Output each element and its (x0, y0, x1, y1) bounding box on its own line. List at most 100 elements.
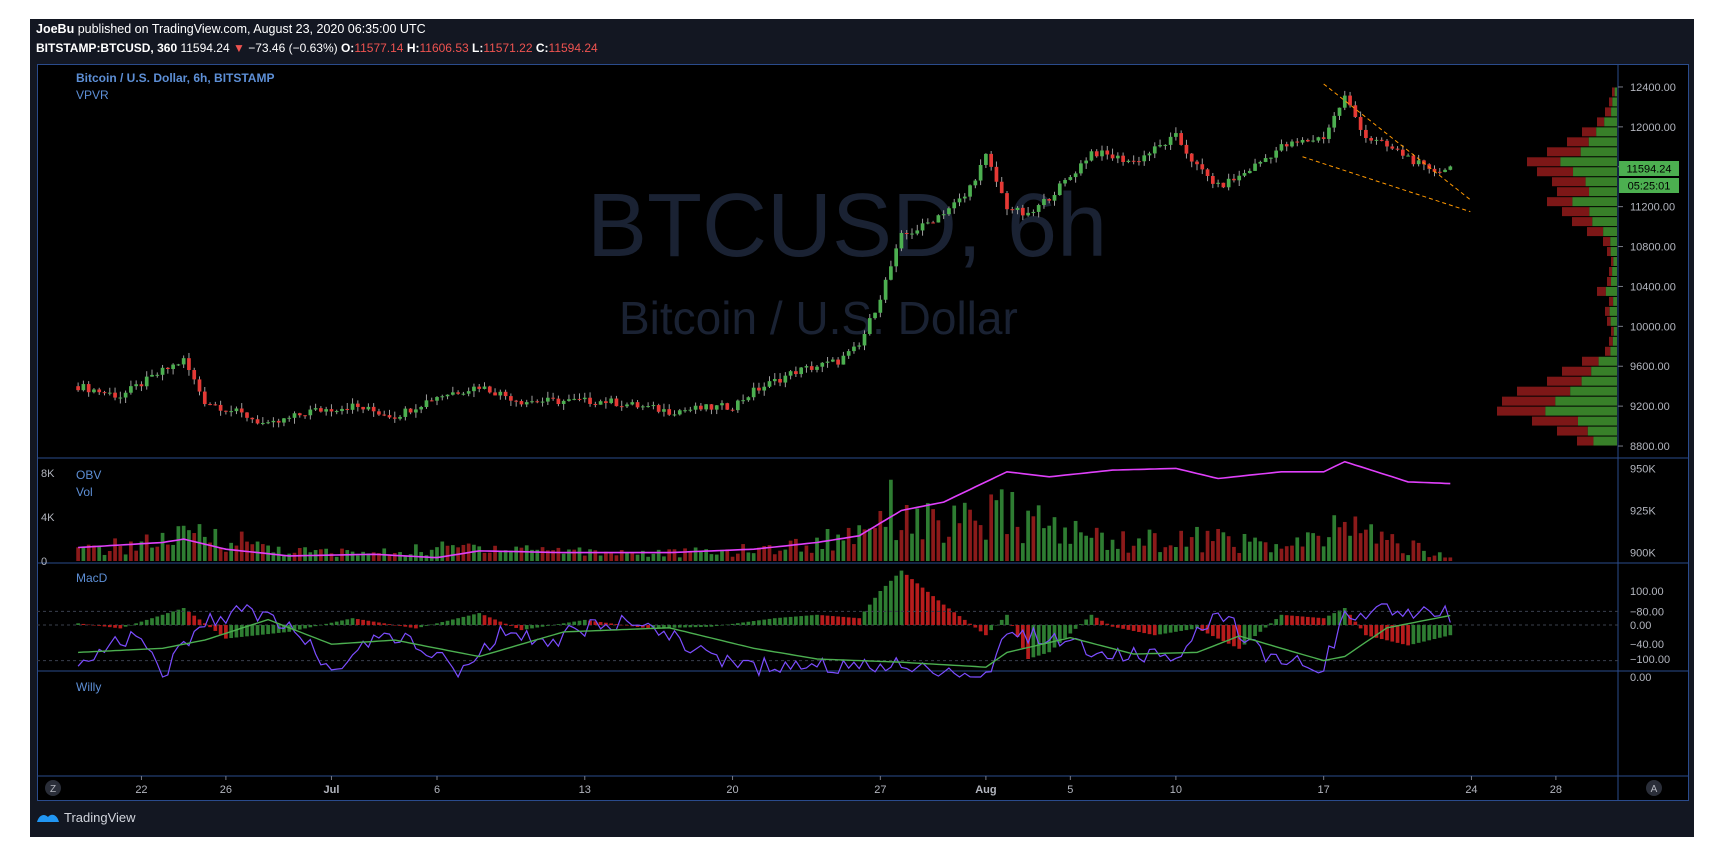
candle-body (1237, 175, 1242, 181)
candle-body (1348, 95, 1352, 106)
time-tick-label: 27 (874, 784, 886, 796)
candle-body (1448, 166, 1453, 170)
macd-histogram-bar (1279, 614, 1284, 625)
volume-bar (1369, 524, 1374, 561)
volume-bar (377, 553, 381, 561)
macd-label[interactable]: MacD (76, 571, 108, 585)
volume-bar (1263, 542, 1268, 561)
macd-histogram-bar (403, 625, 408, 627)
volume-bar (1221, 532, 1226, 561)
candle-body (1395, 148, 1400, 150)
macd-histogram-bar (450, 619, 455, 625)
volume-bar (984, 539, 988, 561)
time-tick-label: 6 (434, 784, 440, 796)
macd-histogram-bar (984, 625, 988, 636)
candle-body (757, 387, 761, 391)
volume-pane[interactable]: 8K 4K 0 950K 925K 900K (41, 460, 1656, 568)
volume-bar (936, 520, 941, 561)
macd-histogram-bar (1427, 625, 1432, 641)
candle-body (1089, 151, 1094, 161)
macd-histogram-bar (899, 570, 904, 625)
footer-brand[interactable]: TradingView (64, 810, 136, 825)
candle-body (102, 392, 107, 394)
candle-body (841, 355, 846, 365)
willy-pane[interactable]: 0.00 −40.00 −80.00 (37, 603, 1664, 684)
high-label: H: (406, 41, 420, 55)
vpvr-label[interactable]: VPVR (76, 88, 109, 102)
candle-body (883, 279, 888, 300)
macd-histogram-bar (329, 622, 334, 625)
volume-bar (1052, 517, 1057, 561)
volume-bar (1174, 547, 1178, 561)
willy-label[interactable]: Willy (76, 680, 101, 694)
candle-body (809, 366, 814, 370)
macd-histogram-bar (1126, 625, 1131, 630)
vpvr-bar-down (1557, 426, 1588, 436)
vpvr-bar-up (1587, 426, 1617, 436)
macd-histogram-bar (1269, 623, 1273, 625)
auto-scale-button[interactable] (1646, 780, 1662, 796)
volume-bar (1274, 544, 1279, 561)
volume-bar (1247, 541, 1252, 561)
macd-histogram-bar (150, 618, 154, 625)
candle-body (1010, 209, 1015, 211)
macd-histogram-bar (962, 619, 967, 625)
candle-body (1337, 107, 1342, 116)
macd-histogram-bar (1142, 625, 1147, 634)
candle-body (730, 409, 735, 411)
macd-histogram-bar (1189, 625, 1194, 630)
macd-histogram-bar (973, 625, 978, 628)
macd-histogram-bar (836, 616, 840, 625)
vpvr-bar-up (1610, 346, 1617, 356)
macd-histogram-bar (303, 625, 307, 629)
volume-bar (783, 549, 788, 561)
macd-histogram-bar (540, 625, 545, 627)
chart-area[interactable]: BTCUSD, 6h Bitcoin / U.S. Dollar Bitcoin… (37, 64, 1689, 804)
macd-histogram-bar (255, 625, 260, 636)
vol-label[interactable]: Vol (76, 485, 93, 499)
volume-bar (81, 546, 86, 561)
volume-bar (1290, 545, 1294, 561)
candle-body (588, 397, 592, 404)
volume-bar (1105, 549, 1110, 561)
volume-bar (1073, 520, 1078, 561)
candle-body (1205, 169, 1210, 177)
macd-histogram-bar (1174, 625, 1178, 632)
volume-bar (873, 528, 877, 561)
candle-body (419, 407, 424, 410)
candle-body (155, 374, 160, 376)
candle-body (614, 398, 619, 407)
author-name[interactable]: JoeBu (36, 22, 75, 36)
time-tick-label: 20 (726, 784, 738, 796)
candle-body (941, 214, 946, 216)
volume-bar (287, 553, 292, 561)
macd-histogram-bar (852, 617, 856, 625)
volume-bar (1189, 537, 1194, 561)
price-pane[interactable]: 8800.00 9200.00 9600.00 10000.00 10400.00 108… (76, 82, 1676, 453)
macd-histogram-bar (361, 619, 365, 625)
candle-body (540, 401, 545, 403)
chart-border (37, 64, 1689, 801)
macd-histogram-bar (704, 625, 709, 627)
candle-body (635, 402, 640, 408)
volume-bar (957, 523, 962, 561)
macd-pane[interactable]: 100.00 0.00 −100.00 (37, 570, 1670, 666)
obv-label[interactable]: OBV (76, 468, 101, 482)
macd-histogram-bar (466, 615, 471, 625)
volume-bar (1036, 505, 1041, 561)
candle-body (345, 408, 350, 410)
zoom-reset-button[interactable] (45, 780, 61, 796)
volume-bar (577, 547, 582, 561)
macd-histogram-bar (1121, 625, 1125, 629)
macd-histogram-bar (535, 625, 540, 628)
candle-body (1031, 211, 1036, 213)
volume-bar (730, 556, 735, 561)
macd-histogram-bar (1163, 625, 1168, 634)
macd-histogram-bar (245, 625, 249, 637)
candle-body (1390, 146, 1395, 149)
candle-body (1036, 205, 1041, 212)
volume-bar (1406, 555, 1410, 561)
candle-body (519, 401, 524, 405)
volume-bar (804, 545, 809, 561)
volume-bar (181, 525, 186, 561)
